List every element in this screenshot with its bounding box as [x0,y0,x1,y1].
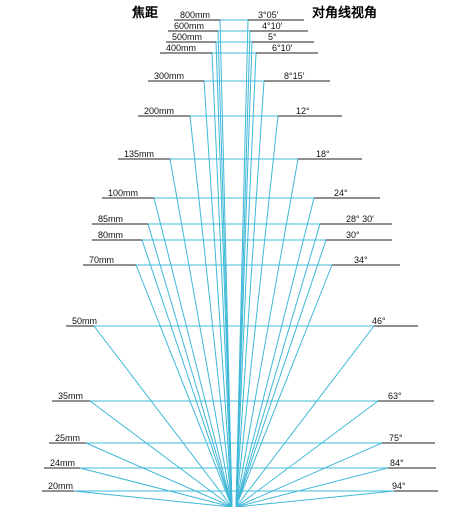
view-angle-label: 46° [372,316,386,326]
fan-edge-left [79,467,233,508]
fan-edge-right [235,467,389,508]
focal-length-label: 600mm [174,21,204,31]
focal-length-label: 300mm [154,71,184,81]
fan-edge-right [235,239,327,508]
focal-length-label: 200mm [144,106,174,116]
view-angle-label: 30° [346,230,360,240]
view-angle-label: 18° [316,149,330,159]
focal-length-label: 135mm [124,149,154,159]
focal-length-label: 85mm [98,214,123,224]
fan-edge-right [235,115,279,508]
view-angle-label: 75° [389,433,403,443]
fan-edge-right [235,80,265,508]
view-angle-label: 94° [392,481,406,491]
fan-edge-left [189,115,233,508]
fan-edge-left [153,197,233,508]
view-angle-label: 84° [390,458,404,468]
view-angle-label: 4°10′ [262,21,283,31]
view-angle-label: 34° [354,255,368,265]
fan-edge-left [147,223,233,508]
fan-edge-left [215,41,233,508]
fan-edge-left [73,490,233,508]
fan-edge-right [235,223,321,508]
fan-edge-right [235,41,253,508]
fan-edge-left [211,52,233,508]
view-angle-label: 3°05′ [258,10,279,20]
focal-length-header: 焦距 [131,5,158,21]
focal-length-label: 25mm [55,433,80,443]
focal-length-label: 80mm [98,230,123,240]
focal-length-label: 20mm [48,481,73,491]
focal-length-label: 24mm [50,458,75,468]
fan-edge-right [235,442,383,508]
fan-edge-left [141,239,233,508]
fan-edge-right [235,52,257,508]
fan-edge-right [235,197,315,508]
focal-length-label: 70mm [89,255,114,265]
view-angle-header: 对角线视角 [312,5,377,21]
focal-length-label: 500mm [172,32,202,42]
fan-edge-right [235,490,395,508]
fan-lines [73,19,395,508]
view-angle-label: 8°15′ [284,71,305,81]
view-angle-label: 63° [388,391,402,401]
fan-edge-left [93,325,233,508]
fan-edge-left [89,400,233,508]
fan-edge-right [235,264,333,508]
focal-length-label: 100mm [108,188,138,198]
fan-edge-left [169,158,233,508]
focal-length-label: 35mm [58,391,83,401]
fan-edge-left [85,442,233,508]
view-angle-label: 6°10′ [272,43,293,53]
row-labels: 800mm 3°05′ 600mm 4°10′ 500mm 5° 400mm 6°10′ 300… [42,10,438,492]
focal-length-label: 50mm [72,316,97,326]
fan-edge-left [135,264,233,508]
fan-edge-right [235,400,379,508]
fan-edge-left [203,80,233,508]
view-angle-label: 28° 30′ [346,214,374,224]
fan-edge-right [235,158,299,508]
view-angle-label: 12° [296,106,310,116]
focal-length-label: 800mm [180,10,210,20]
fan-edge-right [235,325,375,508]
view-angle-label: 5° [268,32,277,42]
view-angle-label: 24° [334,188,348,198]
focal-length-label: 400mm [166,43,196,53]
